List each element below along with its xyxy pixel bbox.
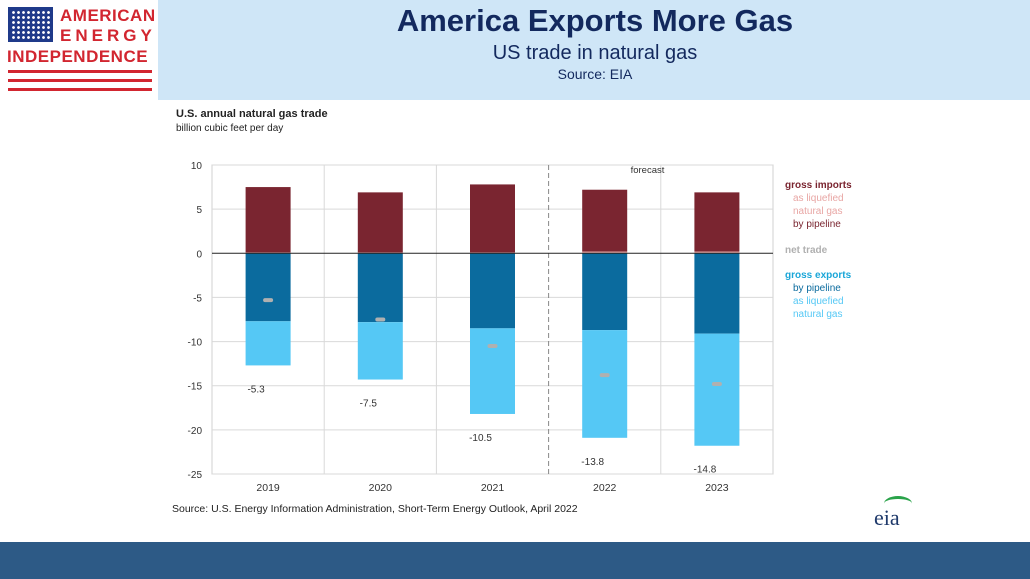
bar-segment xyxy=(582,330,628,438)
net-trade-label: -7.5 xyxy=(360,399,378,410)
bar-segment xyxy=(470,184,515,253)
bar-segment xyxy=(582,189,628,252)
net-trade-marker xyxy=(487,343,498,348)
y-tick-label: -5 xyxy=(193,293,202,304)
bar-segment xyxy=(470,253,515,329)
header-banner xyxy=(0,0,1030,100)
bar-segment xyxy=(694,333,740,446)
x-tick-label: 2020 xyxy=(369,482,393,494)
legend-entry: gross exports xyxy=(785,270,852,281)
page-title: America Exports More Gas xyxy=(396,3,794,38)
net-trade-label: -14.8 xyxy=(694,465,717,476)
legend-entry: natural gas xyxy=(793,309,842,320)
legend-entry: net trade xyxy=(785,245,828,256)
legend-entry: by pipeline xyxy=(793,283,841,294)
bar-segment xyxy=(470,328,515,414)
net-trade-label: -10.5 xyxy=(469,433,492,444)
y-tick-label: 10 xyxy=(191,161,203,172)
bar-segment xyxy=(582,251,628,254)
net-trade-marker xyxy=(375,317,386,322)
eia-logo-text: eia xyxy=(874,505,900,530)
eia-swoosh-icon xyxy=(884,496,912,511)
net-trade-label: -13.8 xyxy=(581,457,604,468)
bar-segment xyxy=(245,187,291,253)
american-energy-independence-logo: AMERICAN ENERGY INDEPENDENCE xyxy=(0,0,158,100)
bottom-bar xyxy=(0,542,1030,579)
y-tick-label: 0 xyxy=(196,249,202,260)
legend-entry: as liquefied xyxy=(793,296,844,307)
logo-line-2: ENERGY xyxy=(60,26,156,45)
logo-stripe xyxy=(8,70,152,73)
natural-gas-trade-chart: 10 5 0 -5 -10 -15 -20 -25 forecast -5.3 2019 -7.5 20… xyxy=(188,161,853,494)
logo-stripe xyxy=(8,88,152,91)
legend-entry: by pipeline xyxy=(793,219,841,230)
bar-segment xyxy=(357,322,403,380)
legend-entry: as liquefied xyxy=(793,193,844,204)
bar-segment xyxy=(582,253,628,331)
logo-line-3: INDEPENDENCE xyxy=(7,47,149,66)
y-tick-label: -25 xyxy=(188,470,203,481)
bar-segment xyxy=(694,192,740,252)
y-tick-label: -20 xyxy=(188,426,203,437)
logo-stripe xyxy=(8,79,152,82)
us-flag-icon xyxy=(8,7,53,42)
x-tick-label: 2021 xyxy=(481,482,505,494)
y-tick-label: -10 xyxy=(188,338,203,349)
net-trade-marker xyxy=(599,373,610,378)
legend-entry: gross imports xyxy=(785,180,852,191)
chart-y-units: billion cubic feet per day xyxy=(176,123,284,134)
bar-segment xyxy=(357,253,403,323)
x-tick-label: 2022 xyxy=(593,482,617,494)
header-source: Source: EIA xyxy=(557,66,633,82)
y-tick-label: 5 xyxy=(196,205,202,216)
chart-title: U.S. annual natural gas trade xyxy=(176,108,328,120)
page-subtitle: US trade in natural gas xyxy=(492,42,698,64)
forecast-label: forecast xyxy=(631,165,665,176)
x-tick-label: 2023 xyxy=(705,482,729,494)
logo-line-1: AMERICAN xyxy=(60,6,156,25)
footer-source: Source: U.S. Energy Information Administ… xyxy=(172,503,578,515)
bar-segment xyxy=(245,253,291,322)
net-trade-marker xyxy=(263,298,274,303)
y-tick-label: -15 xyxy=(188,382,203,393)
bar-segment xyxy=(694,251,740,254)
net-trade-marker xyxy=(711,381,722,386)
net-trade-label: -5.3 xyxy=(247,384,265,395)
legend-entry: natural gas xyxy=(793,206,842,217)
bar-segment xyxy=(694,253,740,334)
x-tick-label: 2019 xyxy=(256,482,280,494)
bar-segment xyxy=(245,321,291,366)
bar-segment xyxy=(357,192,403,253)
